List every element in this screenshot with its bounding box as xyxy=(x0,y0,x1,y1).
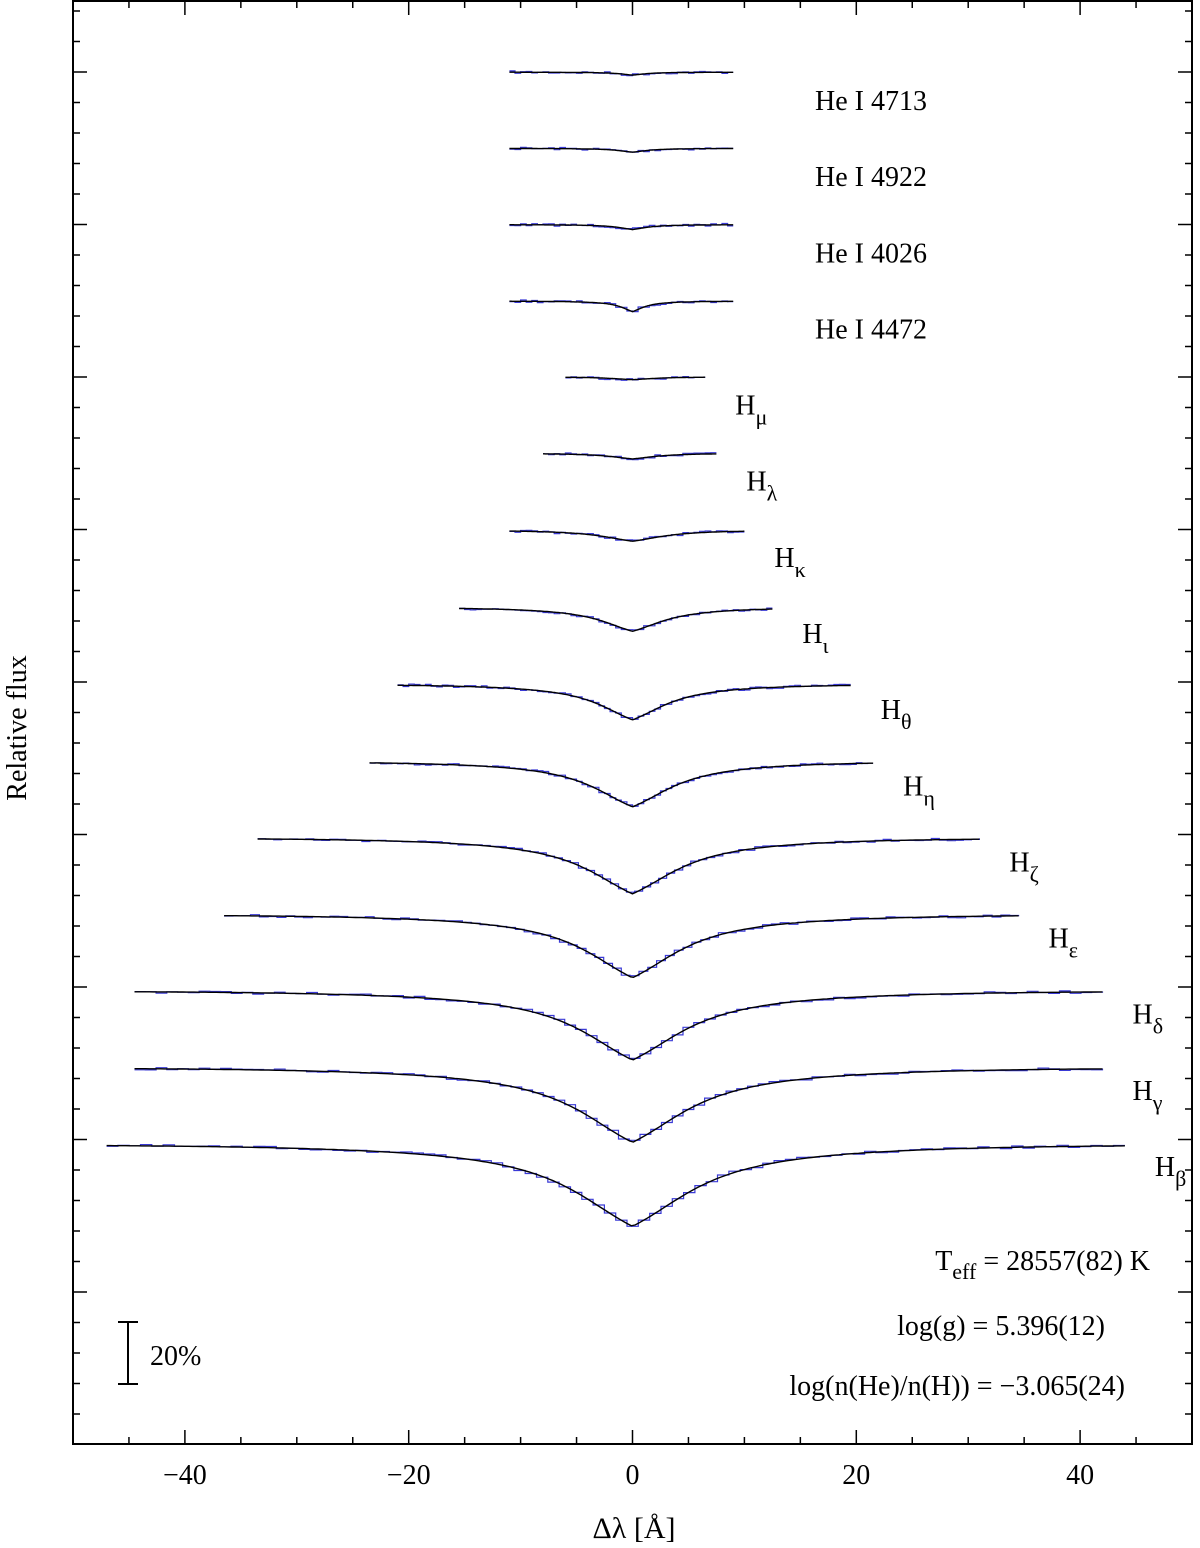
model-spectrum xyxy=(459,607,773,633)
fit-result: log(n(He)/n(H)) = −3.065(24) xyxy=(789,1371,1125,1402)
fit-results: Teff = 28557(82) K log(g) = 5.396(12) log(… xyxy=(789,1246,1150,1402)
model-spectrum xyxy=(257,838,980,895)
observed-spectrum xyxy=(134,1067,1104,1141)
line-label: He I 4026 xyxy=(815,238,927,269)
y-axis-label: Relative flux xyxy=(2,655,33,800)
plot-border xyxy=(72,0,1193,1445)
model-spectrum xyxy=(565,376,706,381)
model-spectrum xyxy=(134,1068,1103,1143)
line-labels: He I 4713 He I 4922 He I 4026 He I 4472 Hμ Hλ… xyxy=(735,86,1186,1191)
observed-spectrum xyxy=(224,914,1020,977)
scale-bar-label: 20% xyxy=(150,1341,201,1372)
line-label: Hε xyxy=(1049,924,1078,963)
observed-spectrum xyxy=(397,683,851,720)
line-label: He I 4472 xyxy=(815,314,927,345)
fit-result: log(g) = 5.396(12) xyxy=(897,1311,1105,1342)
line-label: He I 4922 xyxy=(815,162,927,193)
x-tick-label: 40 xyxy=(1066,1460,1094,1491)
model-spectrum xyxy=(509,71,734,76)
axis-ticks xyxy=(73,1,1192,1444)
line-label: Hι xyxy=(802,619,828,658)
line-label: Hγ xyxy=(1132,1076,1162,1115)
x-tick-labels: −40 −20 0 20 40 xyxy=(163,1460,1094,1491)
observed-spectrum xyxy=(257,837,980,893)
line-label: Hη xyxy=(903,771,935,810)
model-spectrum xyxy=(509,224,734,231)
model-spectrum xyxy=(224,915,1019,979)
model-spectrum xyxy=(106,1144,1125,1227)
line-label: Hκ xyxy=(774,543,805,582)
plot-frame xyxy=(72,0,1193,1445)
model-spectrum xyxy=(509,147,734,153)
line-label: He I 4713 xyxy=(815,86,927,117)
line-label: Hθ xyxy=(881,695,912,734)
observed-spectrum xyxy=(106,1144,1125,1227)
x-tick-label: −40 xyxy=(163,1460,207,1491)
x-tick-label: 0 xyxy=(626,1460,640,1491)
line-label: Hβ xyxy=(1155,1152,1186,1191)
scale-bar: 20% xyxy=(118,1321,201,1385)
line-label: Hμ xyxy=(735,391,767,430)
line-label: Hλ xyxy=(746,467,777,506)
x-axis-label: Δλ [Å] xyxy=(593,1512,676,1545)
observed-spectrum xyxy=(369,762,874,807)
x-tick-label: −20 xyxy=(387,1460,431,1491)
model-spectrum xyxy=(509,300,734,313)
line-label: Hζ xyxy=(1009,847,1038,886)
model-spectrum xyxy=(509,530,745,542)
model-spectrum xyxy=(397,684,851,721)
line-label: Hδ xyxy=(1132,1000,1163,1039)
model-spectrum xyxy=(134,991,1103,1061)
model-spectrum xyxy=(369,762,874,808)
fit-result: Teff = 28557(82) K xyxy=(935,1246,1150,1284)
observed-spectrum xyxy=(134,990,1104,1059)
spectra xyxy=(106,70,1125,1227)
model-spectrum xyxy=(543,453,717,460)
x-tick-label: 20 xyxy=(842,1460,870,1491)
